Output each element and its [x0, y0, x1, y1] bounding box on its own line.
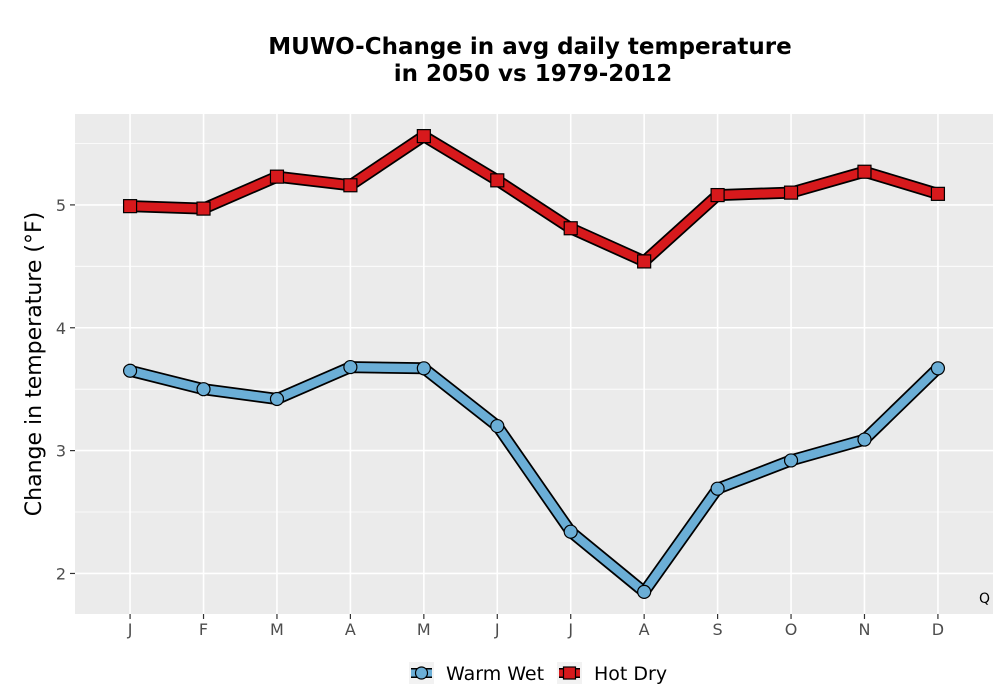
y-tick-label: 3: [56, 442, 66, 461]
data-point-hot-dry: [343, 178, 358, 193]
legend-label: Warm Wet: [446, 663, 544, 685]
data-point-warm-wet: [269, 391, 285, 407]
y-tick-label: 5: [56, 196, 66, 215]
legend: Warm Wet Hot Dry: [409, 662, 667, 685]
x-tick-label: A: [639, 620, 650, 639]
legend-item-warm-wet: Warm Wet: [409, 662, 544, 685]
y-tick-label: 2: [56, 564, 66, 583]
y-axis: 2 3 4 5: [56, 196, 75, 583]
series-line-hot-dry: [125, 131, 943, 266]
x-tick-label: F: [199, 620, 208, 639]
data-point-warm-wet: [490, 418, 505, 434]
series-layer: [122, 129, 946, 599]
data-point-hot-dry: [563, 221, 578, 236]
data-point-warm-wet: [710, 481, 725, 496]
plot-panel: [75, 114, 993, 614]
x-tick-label: D: [932, 620, 944, 639]
series-line-warm-wet: [125, 362, 943, 597]
x-tick-label: N: [858, 620, 870, 639]
data-point-hot-dry: [637, 254, 652, 269]
data-point-hot-dry: [122, 199, 138, 214]
y-axis-title: Change in temperature (°F): [22, 212, 47, 516]
chart-title-line-1: MUWO-Change in avg daily temperature: [268, 34, 791, 60]
data-point-hot-dry: [783, 185, 799, 200]
x-tick-label: J: [494, 620, 500, 639]
legend-key-marker: [562, 666, 577, 680]
data-point-hot-dry: [857, 164, 872, 179]
x-tick-label: O: [785, 620, 798, 639]
legend-key-marker: [414, 666, 429, 680]
data-point-hot-dry: [930, 186, 946, 201]
data-point-warm-wet: [196, 382, 211, 397]
x-tick-label: A: [345, 620, 356, 639]
data-point-warm-wet: [637, 584, 652, 599]
y-tick-label: 4: [56, 319, 66, 338]
data-point-warm-wet: [563, 524, 578, 539]
data-point-warm-wet: [783, 453, 799, 468]
data-point-hot-dry: [490, 173, 505, 188]
x-tick-label: J: [127, 620, 133, 639]
data-point-hot-dry: [416, 129, 431, 144]
data-point-hot-dry: [196, 201, 211, 216]
chart-title-line-2: in 2050 vs 1979-2012: [394, 61, 673, 87]
legend-label: Hot Dry: [594, 663, 667, 685]
data-point-hot-dry: [710, 187, 725, 203]
x-tick-label: S: [713, 620, 723, 639]
data-point-warm-wet: [343, 359, 358, 375]
data-point-warm-wet: [416, 361, 431, 376]
data-point-warm-wet: [122, 363, 138, 378]
legend-item-hot-dry: Hot Dry: [557, 662, 667, 685]
x-tick-label: M: [270, 620, 284, 639]
data-point-warm-wet: [857, 432, 872, 447]
x-tick-label: J: [567, 620, 573, 639]
corner-note: Q: [979, 591, 990, 607]
x-tick-label: M: [417, 620, 431, 639]
data-point-hot-dry: [269, 169, 285, 184]
data-point-warm-wet: [930, 361, 946, 376]
